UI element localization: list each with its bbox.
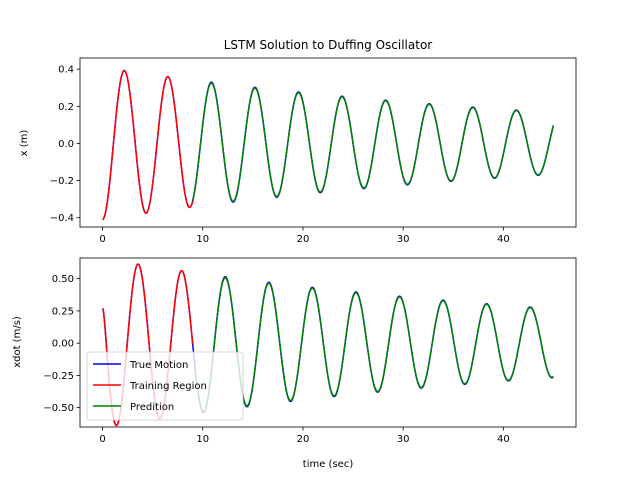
bottom-subplot: 0 10 20 30 40 −0.50 −0.25 0.00 0.25 0.50 xdot (m… — [12, 257, 577, 470]
x-tick-label: 0 — [99, 234, 105, 245]
x-tick-label: 30 — [397, 234, 410, 245]
series-line-training-region — [101, 263, 194, 427]
x-tick-label: 10 — [196, 434, 209, 445]
x-tick-label: 40 — [497, 234, 510, 245]
series-line-predition — [192, 82, 555, 202]
top-subplot: LSTM Solution to Duffing Oscillator 0 10 2… — [19, 38, 577, 245]
top-x-ticks: 0 10 20 30 40 — [99, 227, 510, 245]
y-tick-label: 0.0 — [58, 139, 74, 150]
y-tick-label: −0.50 — [43, 403, 74, 414]
bottom-x-axis-label: time (sec) — [303, 459, 354, 470]
bottom-y-ticks: −0.50 −0.25 0.00 0.25 0.50 — [43, 274, 80, 414]
top-y-axis-label: x (m) — [19, 130, 30, 157]
y-tick-label: −0.4 — [50, 213, 74, 224]
legend-box — [86, 351, 244, 421]
y-tick-label: 0.50 — [52, 274, 74, 285]
bottom-series-group — [101, 263, 554, 427]
series-line-predition — [193, 276, 554, 413]
x-tick-label: 40 — [497, 434, 510, 445]
top-series-group — [102, 69, 555, 221]
y-tick-label: −0.2 — [50, 176, 74, 187]
legend-label-prediction: Predition — [130, 402, 174, 413]
series-line-training-region — [102, 69, 194, 221]
bottom-x-ticks: 0 10 20 30 40 — [99, 427, 510, 445]
x-tick-label: 0 — [99, 434, 105, 445]
y-tick-label: −0.25 — [43, 371, 74, 382]
x-tick-label: 30 — [397, 434, 410, 445]
legend-label-true-motion: True Motion — [129, 360, 188, 371]
top-axes-frame — [79, 57, 577, 228]
legend-label-training-region: Training Region — [129, 381, 207, 392]
x-tick-label: 20 — [297, 434, 310, 445]
y-tick-label: 0.2 — [58, 102, 74, 113]
x-tick-label: 10 — [196, 234, 209, 245]
bottom-y-axis-label: xdot (m/s) — [12, 316, 23, 368]
y-tick-label: 0.25 — [52, 306, 74, 317]
top-y-ticks: −0.4 −0.2 0.0 0.2 0.4 — [50, 65, 80, 224]
bottom-axes-frame — [79, 257, 577, 428]
y-tick-label: 0.00 — [52, 339, 74, 350]
x-tick-label: 20 — [297, 234, 310, 245]
chart-title: LSTM Solution to Duffing Oscillator — [224, 38, 433, 52]
legend: True Motion Training Region Predition — [86, 351, 244, 421]
y-tick-label: 0.4 — [58, 65, 74, 76]
